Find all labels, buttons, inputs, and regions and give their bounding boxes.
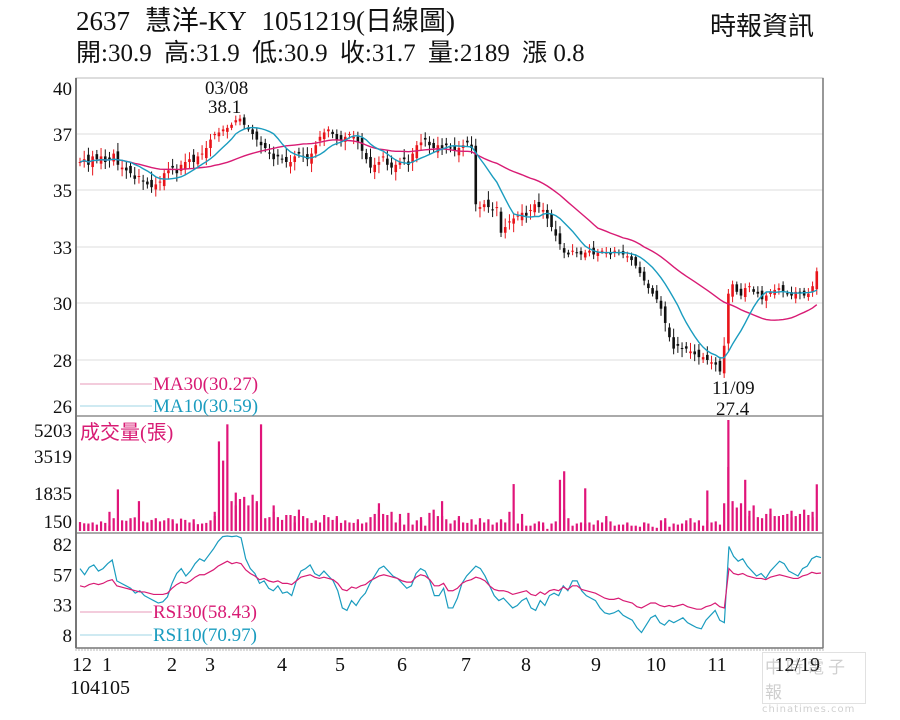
price-gridlines bbox=[76, 133, 823, 361]
ohlc-high: 高:31.9 bbox=[163, 40, 240, 67]
x-axis-tick: 12/19 bbox=[774, 654, 820, 676]
rsi-axis-tick: 82 bbox=[53, 535, 72, 556]
ohlc-close: 收:31.7 bbox=[339, 40, 416, 67]
volume-panel-title: 成交量(張) bbox=[80, 421, 173, 444]
price-axis-tick: 40 bbox=[53, 79, 72, 100]
volume-axis-tick: 5203 bbox=[34, 421, 72, 442]
x-axis-tick: 11 bbox=[707, 654, 726, 676]
chart-frame bbox=[75, 77, 824, 651]
chart-date-label: 1051219(日線圖) bbox=[261, 6, 455, 36]
x-axis-tick: 7 bbox=[461, 654, 471, 676]
price-axis-tick: 37 bbox=[53, 125, 72, 146]
ma30-legend: MA30(30.27) bbox=[153, 374, 258, 395]
high-value-annotation: 38.1 bbox=[208, 97, 241, 118]
x-axis-tick: 6 bbox=[397, 654, 407, 676]
ma30-line bbox=[79, 139, 818, 321]
price-axis-tick: 30 bbox=[53, 294, 72, 315]
rsi-axis-tick: 33 bbox=[53, 595, 72, 616]
volume-axis-tick: 150 bbox=[44, 512, 73, 533]
price-axis-tick: 33 bbox=[53, 238, 72, 259]
x-axis-tick: 9 bbox=[591, 654, 601, 676]
ohlc-open: 開:30.9 bbox=[76, 40, 152, 67]
ohlc-change: 漲 0.8 bbox=[522, 40, 585, 67]
high-date-annotation: 03/08 bbox=[205, 78, 248, 99]
ma10-legend: MA10(30.59) bbox=[153, 396, 258, 417]
rsi10-legend: RSI10(70.97) bbox=[153, 625, 257, 646]
stock-code: 2637 bbox=[76, 6, 130, 36]
volume-axis-tick: 1835 bbox=[34, 484, 72, 505]
rsi30-line bbox=[79, 560, 822, 610]
rsi10-line bbox=[79, 535, 822, 634]
x-axis-tick: 10 bbox=[646, 654, 666, 676]
x-axis-tick: 4 bbox=[277, 654, 287, 676]
price-axis-tick: 26 bbox=[53, 397, 72, 418]
rsi-axis-tick: 57 bbox=[53, 566, 72, 587]
rsi-axis-tick: 8 bbox=[63, 626, 73, 647]
low-value-annotation: 27.4 bbox=[716, 399, 750, 420]
x-axis-tick: 8 bbox=[521, 654, 531, 676]
volume-bars bbox=[78, 420, 818, 531]
candlestick-series bbox=[78, 114, 819, 378]
source-label: 時報資訊 bbox=[710, 12, 815, 41]
chinatimes-watermark: 中時電子報 chinatimes.com bbox=[762, 652, 866, 715]
x-sub-label: 104105 bbox=[70, 677, 130, 699]
moving-average-lines bbox=[79, 126, 818, 359]
ohlc-volume: 量:2189 bbox=[427, 40, 510, 67]
x-axis-tick: 3 bbox=[205, 654, 215, 676]
ohlc-low: 低:30.9 bbox=[251, 40, 328, 67]
price-axis-tick: 28 bbox=[53, 351, 72, 372]
low-date-annotation: 11/09 bbox=[712, 378, 755, 399]
chart-title: 2637 慧洋-KY 1051219(日線圖) bbox=[76, 6, 463, 36]
x-axis-tick: 12 bbox=[72, 654, 92, 676]
x-axis-tick: 5 bbox=[335, 654, 345, 676]
x-axis-tick: 2 bbox=[167, 654, 177, 676]
price-axis-tick: 35 bbox=[53, 181, 72, 202]
x-axis-tick: 1 bbox=[102, 654, 112, 676]
ohlc-summary: 開:30.9 高:31.9 低:30.9 收:31.7 量:2189 漲 0.8 bbox=[76, 40, 591, 68]
rsi-lines bbox=[79, 535, 822, 634]
volume-axis-tick: 3519 bbox=[34, 447, 72, 468]
stock-name: 慧洋-KY bbox=[144, 6, 247, 36]
ma10-line bbox=[79, 126, 818, 359]
rsi30-legend: RSI30(58.43) bbox=[153, 602, 257, 623]
